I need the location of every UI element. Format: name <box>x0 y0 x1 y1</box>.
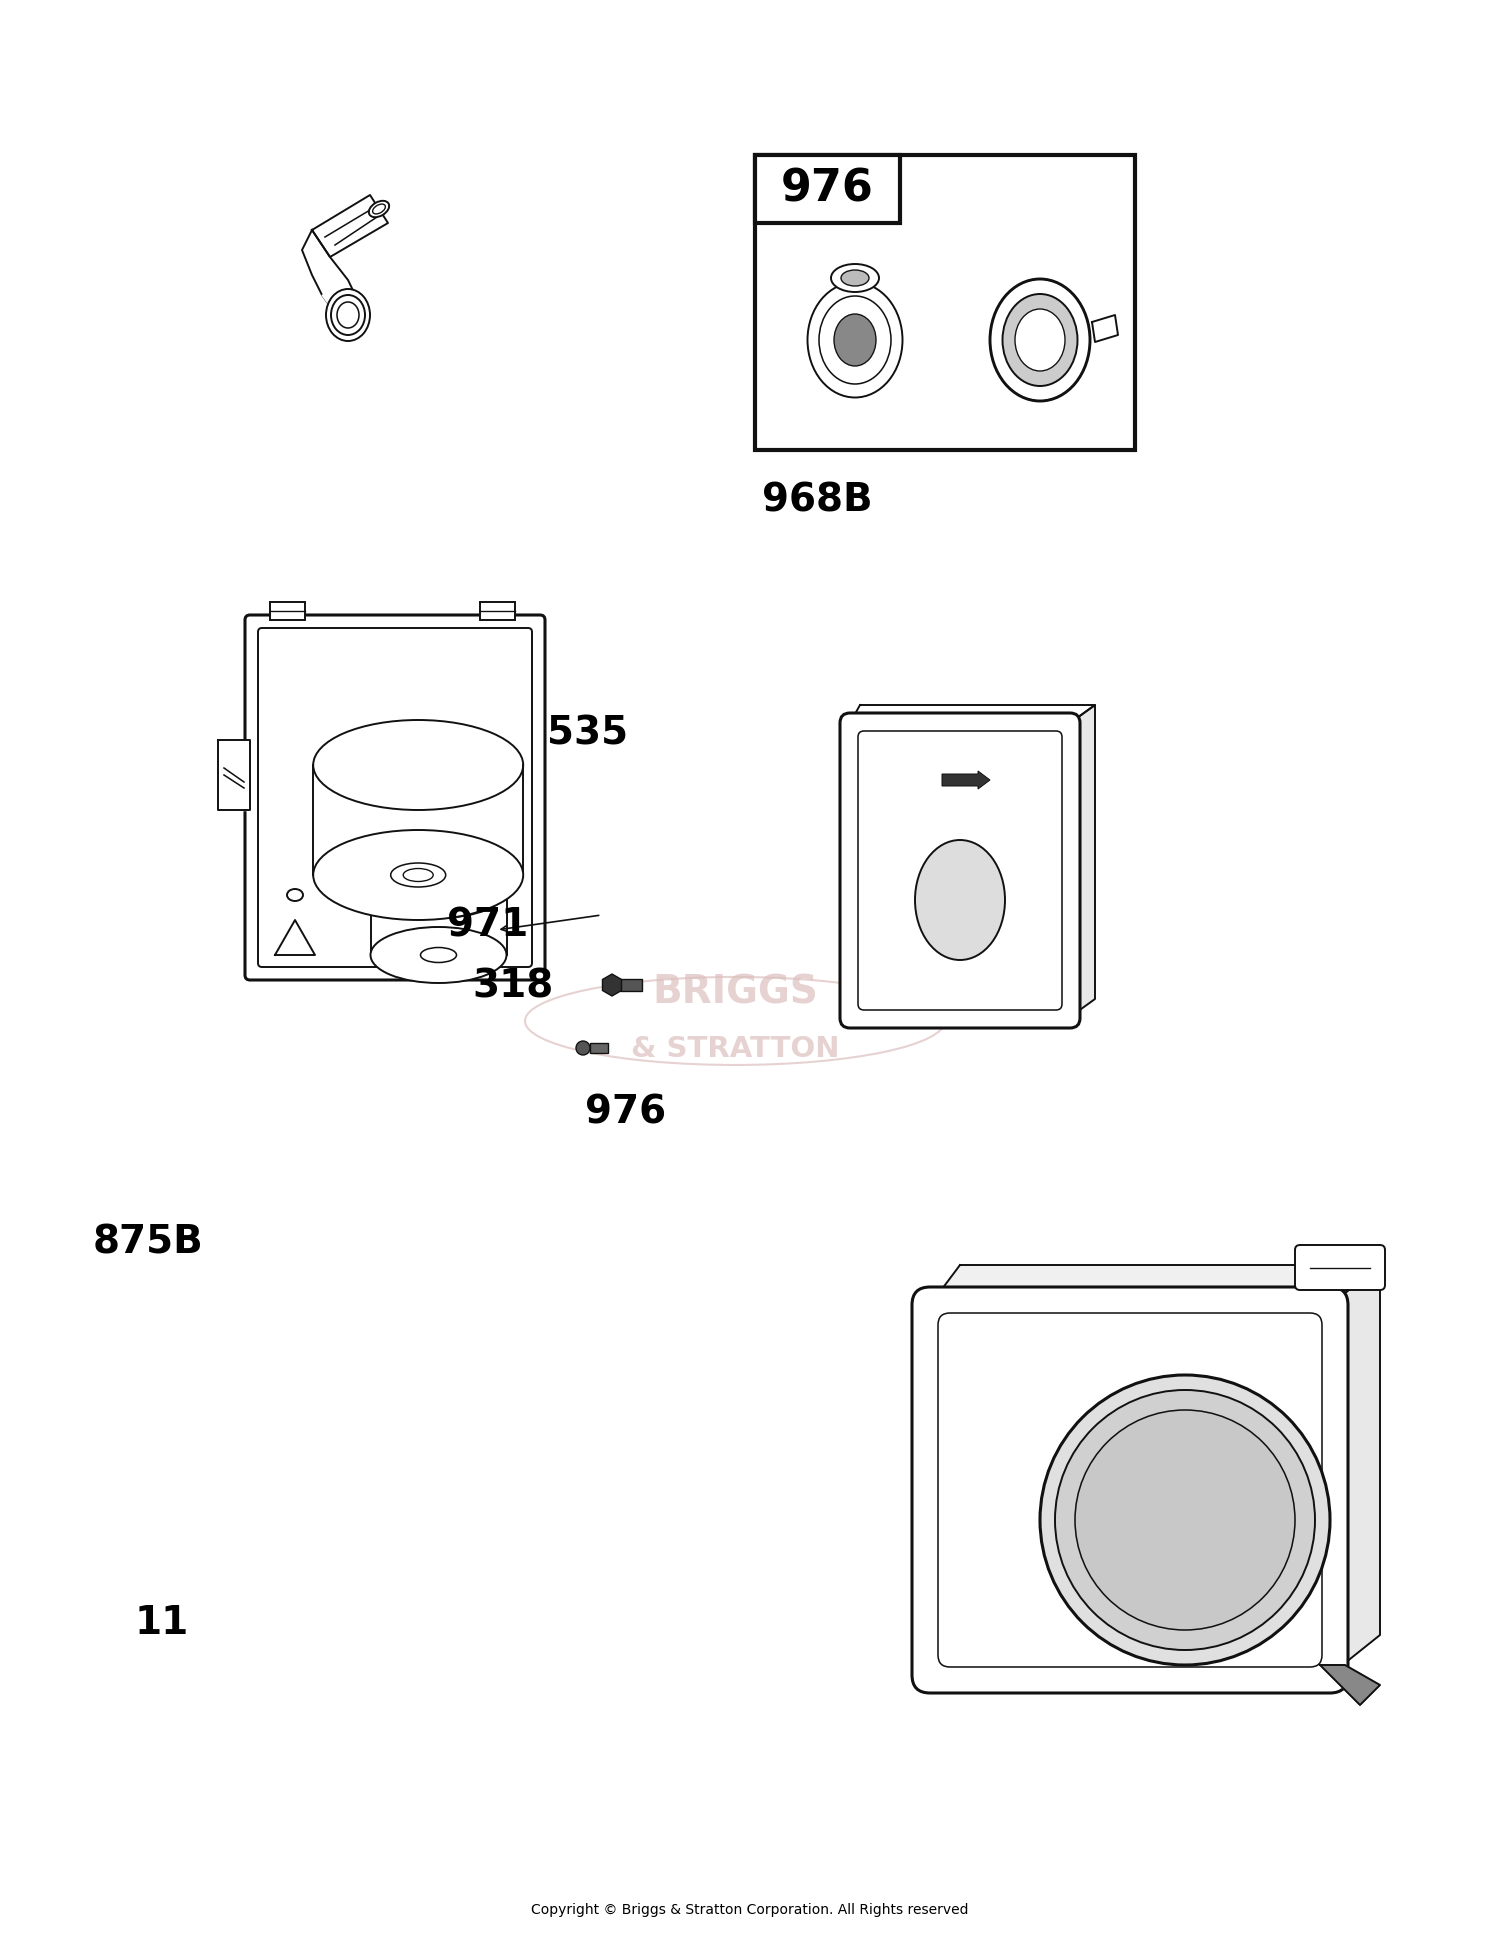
Ellipse shape <box>338 303 358 328</box>
Polygon shape <box>302 229 360 316</box>
Polygon shape <box>1070 705 1095 1017</box>
Polygon shape <box>312 194 388 256</box>
FancyBboxPatch shape <box>244 615 544 980</box>
Ellipse shape <box>314 720 524 809</box>
Ellipse shape <box>1076 1409 1294 1630</box>
FancyArrow shape <box>942 771 990 788</box>
FancyBboxPatch shape <box>1294 1244 1384 1291</box>
Ellipse shape <box>286 889 303 901</box>
Ellipse shape <box>842 270 868 285</box>
Bar <box>590 1042 608 1054</box>
Polygon shape <box>217 740 250 809</box>
Text: 11: 11 <box>135 1603 189 1642</box>
Ellipse shape <box>370 928 507 982</box>
Text: 976: 976 <box>585 1093 666 1132</box>
FancyBboxPatch shape <box>840 712 1080 1029</box>
Text: 318: 318 <box>472 967 554 1005</box>
Polygon shape <box>1092 314 1118 342</box>
Polygon shape <box>274 920 315 955</box>
Text: 976: 976 <box>782 167 874 210</box>
Text: 535: 535 <box>548 714 628 753</box>
FancyBboxPatch shape <box>912 1287 1348 1693</box>
Polygon shape <box>370 891 507 955</box>
Bar <box>270 602 304 619</box>
Text: 971: 971 <box>447 906 528 945</box>
Polygon shape <box>1320 1665 1380 1704</box>
Text: BRIGGS: BRIGGS <box>652 974 818 1011</box>
Ellipse shape <box>915 840 1005 961</box>
Text: 968B: 968B <box>762 481 873 520</box>
Bar <box>620 978 642 992</box>
Bar <box>754 155 900 223</box>
Bar <box>480 602 514 619</box>
Ellipse shape <box>326 289 370 342</box>
Polygon shape <box>314 765 524 875</box>
Polygon shape <box>930 1266 1380 1304</box>
Polygon shape <box>850 705 1095 722</box>
Text: Copyright © Briggs & Stratton Corporation. All Rights reserved: Copyright © Briggs & Stratton Corporatio… <box>531 1902 969 1918</box>
Polygon shape <box>1330 1266 1380 1675</box>
Ellipse shape <box>1016 309 1065 371</box>
Ellipse shape <box>314 831 524 920</box>
Ellipse shape <box>831 264 879 291</box>
Ellipse shape <box>1040 1374 1330 1665</box>
Text: 875B: 875B <box>93 1223 204 1262</box>
Bar <box>754 155 1136 450</box>
Ellipse shape <box>369 200 388 217</box>
Ellipse shape <box>834 314 876 367</box>
Polygon shape <box>322 295 370 316</box>
Ellipse shape <box>332 295 364 336</box>
Ellipse shape <box>807 283 903 398</box>
Ellipse shape <box>1054 1390 1316 1650</box>
Ellipse shape <box>819 295 891 384</box>
Ellipse shape <box>576 1040 590 1056</box>
Ellipse shape <box>1002 293 1077 386</box>
Text: & STRATTON: & STRATTON <box>630 1035 840 1064</box>
Ellipse shape <box>990 280 1090 402</box>
Ellipse shape <box>370 862 507 918</box>
